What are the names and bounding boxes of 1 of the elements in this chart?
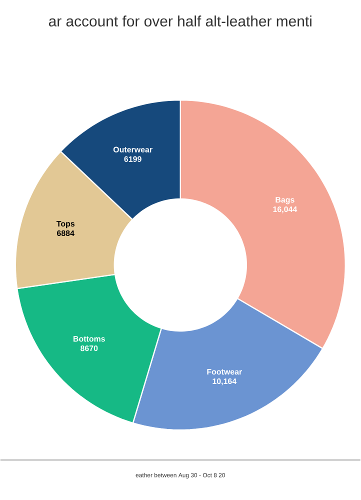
chart-title: ar account for over half alt-leather menti (49, 16, 312, 26)
